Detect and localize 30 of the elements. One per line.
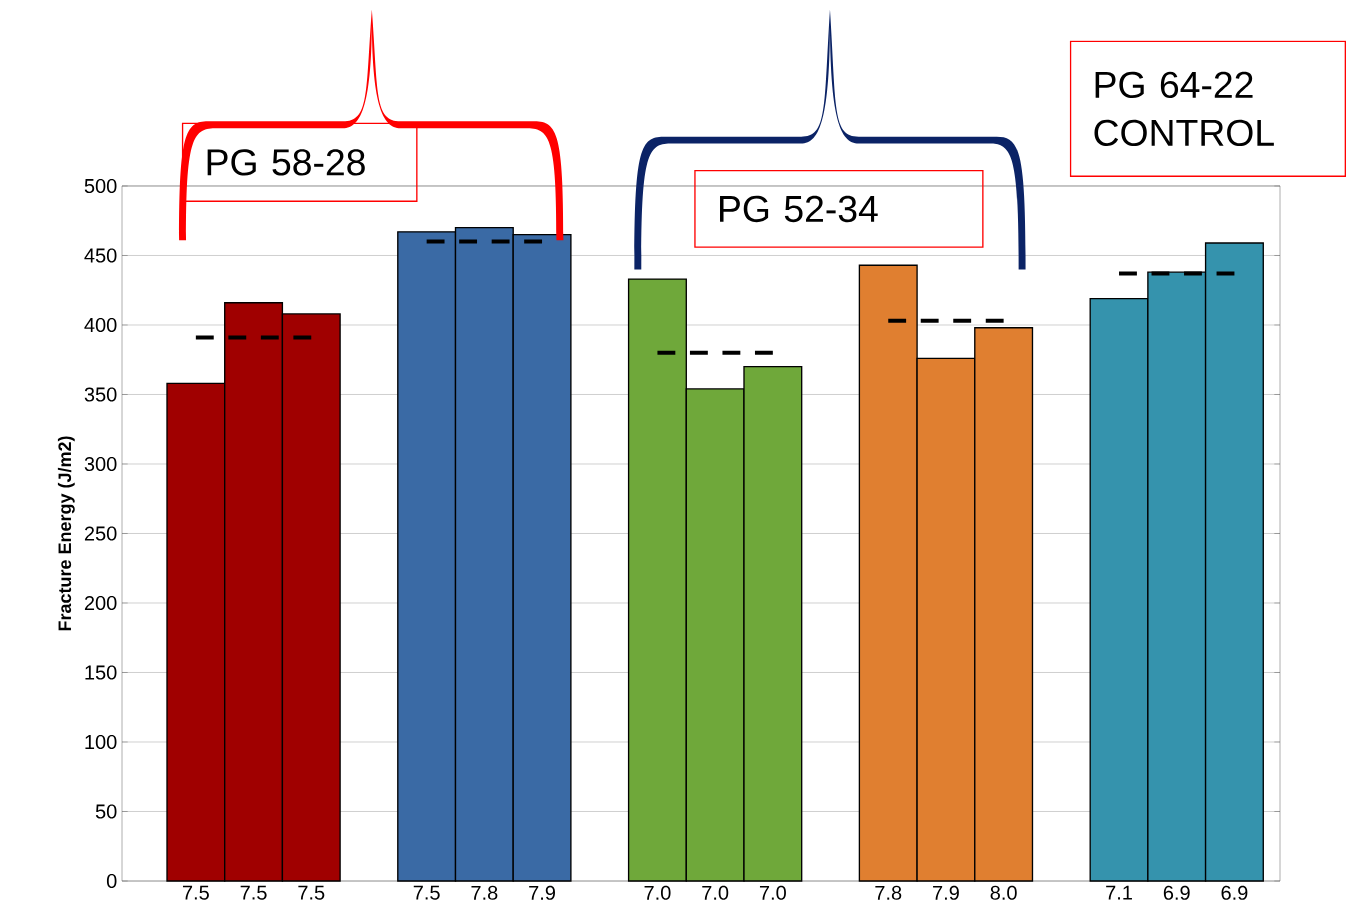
text: PG 64-22 CONTROL [1094,71,1274,147]
x-tick-label: 7.0 [759,885,786,900]
y-tick-label: 400 [84,317,117,333]
x-tick-label: 7.5 [182,885,209,900]
y-axis-title: Fracture Energy (J/m2) [57,436,75,631]
y-tick-label: 450 [84,248,117,263]
y-tick-label: 500 [84,178,117,194]
x-tick-label: 7.9 [933,885,959,900]
x-tick-label: 6.9 [1163,885,1190,900]
y-tick-label: 350 [84,387,117,402]
y-tick-label: 100 [85,734,117,750]
y-tick-label: 200 [84,595,117,611]
y-tick-label: 50 [95,804,117,819]
x-tick-label: 7.8 [875,885,902,900]
text: PG 58-28 [207,149,365,176]
x-tick-label: 7.0 [644,885,671,900]
annotation: PG 52-34 [720,195,878,223]
x-tick-label: 8.0 [990,885,1017,900]
x-tick-label: 7.8 [471,885,498,900]
x-tick-label: 7.5 [413,885,440,900]
y-tick-label: 0 [106,873,117,889]
y-tick-label: 300 [84,456,117,472]
x-tick-label: 7.1 [1106,885,1132,900]
y-tick-label: 150 [85,665,117,680]
x-tick-label: 7.9 [529,885,555,900]
y-tick-label: 250 [84,526,117,541]
x-tick-label: 7.0 [702,885,729,900]
x-tick-label: 6.9 [1221,885,1248,900]
x-tick-label: 7.5 [298,885,325,900]
x-tick-label: 7.5 [240,885,267,900]
